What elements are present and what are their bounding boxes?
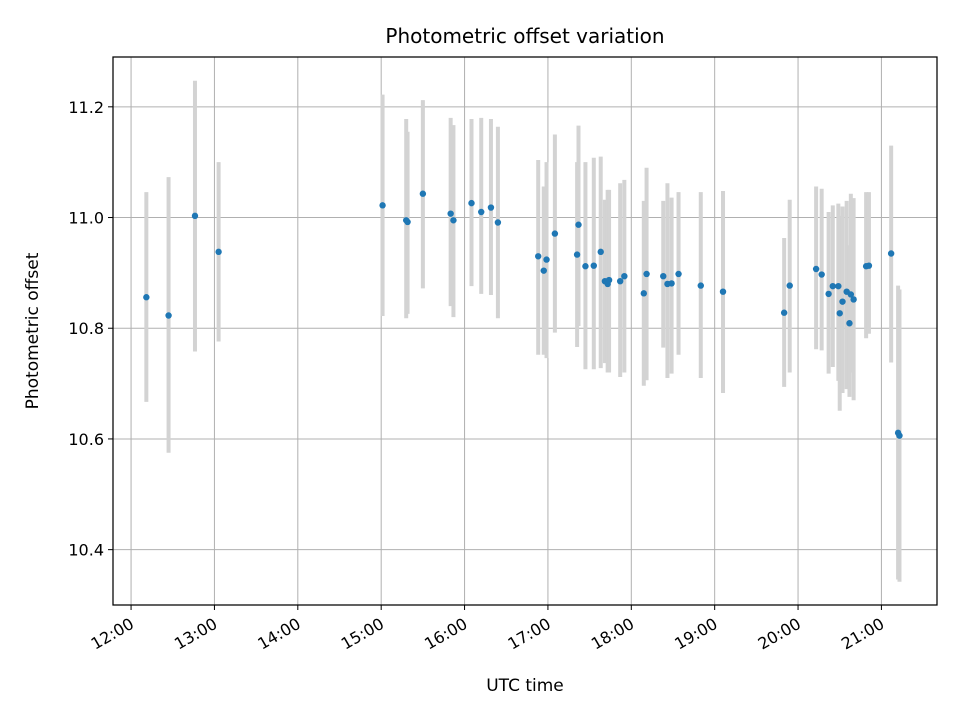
data-point-32 — [668, 280, 675, 287]
x-axis-label: UTC time — [486, 676, 564, 696]
y-axis-ticks: 10.4 10.6 10.8 11.0 11.2 — [68, 98, 113, 560]
data-point-18 — [573, 251, 581, 258]
data-point-14 — [535, 253, 542, 260]
data-point-0 — [143, 294, 150, 301]
y-tick-label-3: 11.0 — [68, 209, 104, 228]
y-tick-label-0: 10.4 — [68, 541, 104, 560]
data-point-33 — [675, 270, 682, 278]
data-point-20 — [582, 263, 589, 270]
data-point-9 — [450, 217, 457, 224]
data-point-13 — [494, 219, 502, 226]
data-point-12 — [487, 204, 495, 211]
data-point-11 — [478, 208, 485, 216]
data-point-19 — [575, 221, 582, 228]
data-point-27 — [621, 273, 628, 280]
data-point-8 — [447, 210, 454, 217]
y-tick-label-1: 10.6 — [68, 430, 104, 449]
data-point-47 — [847, 291, 855, 298]
data-point-34 — [697, 282, 704, 289]
data-points — [143, 190, 903, 439]
data-point-22 — [597, 248, 604, 256]
chart-title: Photometric offset variation — [385, 24, 664, 48]
data-point-10 — [468, 199, 475, 207]
data-point-36 — [780, 309, 788, 316]
y-axis-label: Photometric offset — [23, 252, 43, 409]
data-point-39 — [818, 271, 825, 278]
data-point-35 — [719, 288, 727, 295]
data-point-51 — [887, 250, 895, 257]
y-tick-label-2: 10.8 — [68, 319, 104, 338]
plot-frame — [112, 56, 938, 606]
data-point-15 — [540, 267, 547, 274]
data-point-3 — [215, 248, 222, 256]
data-point-1 — [165, 312, 172, 319]
data-point-2 — [191, 212, 199, 220]
y-tick-label-4: 11.2 — [68, 98, 104, 117]
data-point-6 — [404, 218, 411, 226]
data-point-48 — [850, 296, 857, 303]
data-point-43 — [836, 310, 843, 317]
data-point-40 — [825, 290, 832, 298]
data-point-38 — [812, 265, 820, 273]
data-point-26 — [616, 277, 624, 285]
data-point-50 — [865, 262, 873, 269]
data-point-46 — [846, 320, 853, 327]
data-point-25 — [605, 276, 613, 284]
data-point-21 — [590, 262, 597, 269]
data-point-29 — [643, 270, 650, 278]
data-point-53 — [896, 432, 903, 439]
data-point-41 — [829, 282, 836, 290]
data-point-42 — [835, 282, 842, 290]
data-point-17 — [551, 230, 559, 237]
data-point-37 — [786, 282, 793, 289]
data-point-30 — [660, 273, 667, 280]
data-point-28 — [640, 290, 648, 297]
data-point-4 — [379, 202, 386, 209]
data-point-44 — [839, 298, 846, 305]
data-point-7 — [419, 190, 427, 197]
data-point-16 — [543, 256, 550, 263]
